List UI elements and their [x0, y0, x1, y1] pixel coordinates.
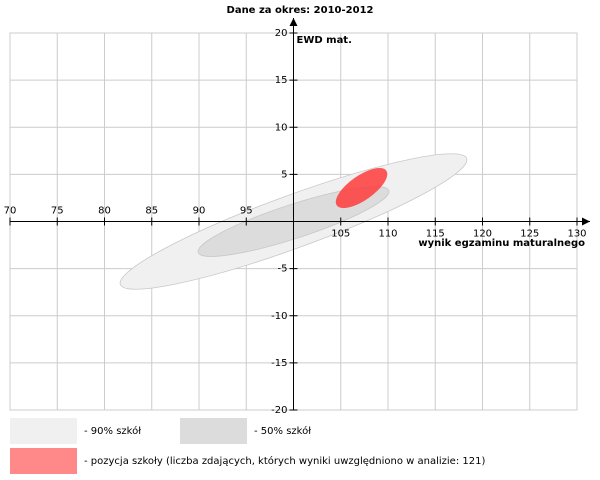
y-tick-label: -20 [271, 405, 287, 416]
y-tick-label: -10 [271, 311, 287, 322]
x-tick-label: 75 [51, 206, 64, 217]
x-axis-label: wynik egzaminu maturalnego [418, 238, 585, 249]
legend-swatch [10, 418, 77, 444]
chart-title: Dane za okres: 2010-2012 [227, 5, 374, 16]
x-tick-label: 80 [98, 206, 111, 217]
y-tick-label: 10 [275, 122, 288, 133]
region-ellipse [335, 168, 388, 209]
x-tick-label: 130 [567, 229, 586, 240]
x-tick-label: 85 [145, 206, 158, 217]
x-tick-label: 120 [473, 229, 492, 240]
x-tick-label: 115 [426, 229, 445, 240]
legend-label: - 90% szkół [84, 425, 141, 437]
y-tick-label: 20 [275, 28, 288, 39]
x-axis-arrow [582, 217, 590, 226]
y-tick-label: -15 [271, 358, 287, 369]
x-tick-label: 70 [4, 206, 17, 217]
y-axis-arrow [289, 18, 298, 26]
y-tick-label: -5 [278, 264, 288, 275]
legend-label: - pozycja szkoły (liczba zdających, któr… [84, 455, 485, 467]
x-tick-label: 125 [520, 229, 539, 240]
legend-label: - 50% szkół [254, 425, 311, 437]
y-axis-label: EWD mat. [297, 35, 352, 46]
x-tick-label: 105 [331, 229, 350, 240]
y-tick-label: 15 [275, 75, 288, 86]
x-tick-label: 90 [193, 206, 206, 217]
x-tick-label: 95 [240, 206, 253, 217]
x-tick-label: 110 [378, 229, 397, 240]
legend-swatch [180, 418, 247, 444]
legend-swatch [10, 448, 77, 474]
y-tick-label: 5 [281, 169, 287, 180]
